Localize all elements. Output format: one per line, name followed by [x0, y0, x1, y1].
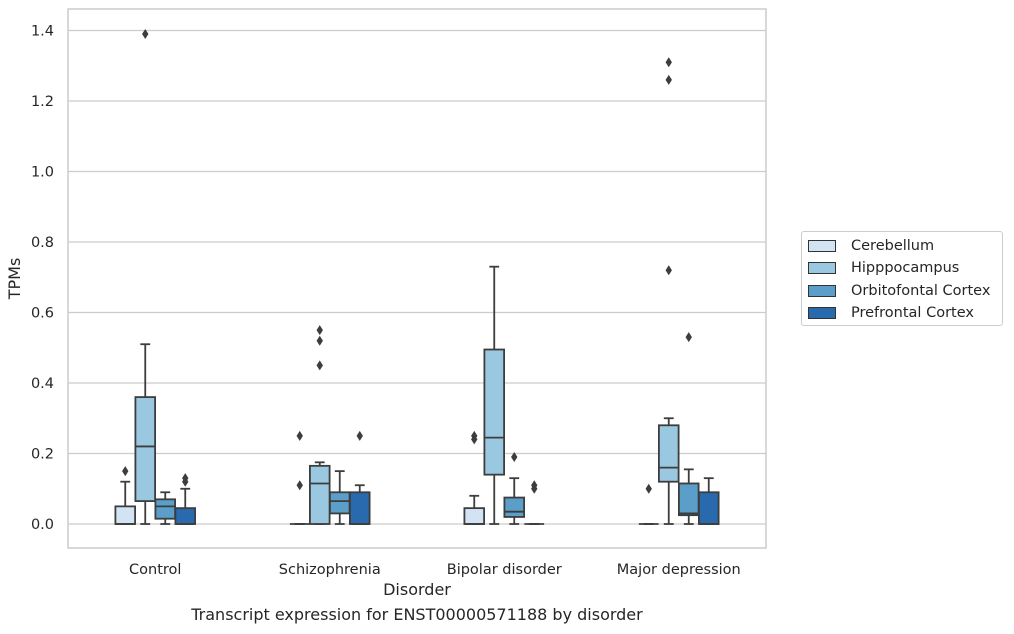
- y-tick-label: 1.0: [31, 165, 54, 181]
- box-body: [698, 491, 720, 525]
- outlier-point: [182, 473, 189, 484]
- box-body: [463, 507, 485, 525]
- box-body: [483, 348, 505, 476]
- outlier-point: [356, 430, 363, 441]
- y-tick-label: 1.2: [31, 94, 54, 110]
- legend-label: Cerebellum: [851, 238, 935, 254]
- box-0-2: [463, 430, 485, 525]
- box-1-0: [134, 29, 156, 525]
- outlier-point: [316, 325, 323, 336]
- legend-item-prefrontal: Prefrontal Cortex: [808, 303, 974, 323]
- y-tick-label: 1.4: [31, 24, 54, 40]
- box-2-3: [678, 332, 700, 525]
- box-3-3: [698, 477, 720, 525]
- box-0-0: [114, 466, 137, 525]
- legend-swatch: [808, 307, 836, 319]
- legend-item-hippocampus: Hipppocampus: [808, 258, 959, 278]
- outlier-point: [316, 335, 323, 346]
- legend-label: Prefrontal Cortex: [851, 305, 974, 321]
- box-2-0: [154, 491, 176, 525]
- box-body: [658, 424, 680, 483]
- box-3-2: [524, 480, 545, 525]
- outlier-point: [316, 360, 323, 371]
- x-axis-label: Disorder: [383, 580, 451, 599]
- outlier-point: [122, 466, 129, 477]
- box-body: [154, 498, 176, 520]
- outlier-point: [665, 265, 672, 276]
- figure-caption: Transcript expression for ENST0000057118…: [191, 605, 643, 624]
- box-body: [348, 491, 371, 525]
- outlier-point: [645, 483, 652, 494]
- y-tick-label: 0.0: [31, 517, 54, 533]
- box-3-0: [174, 473, 196, 525]
- legend-swatch: [808, 285, 836, 297]
- box-body: [114, 505, 137, 525]
- x-tick-label: Control: [129, 562, 181, 578]
- y-tick-label: 0.8: [31, 235, 54, 251]
- outlier-point: [511, 452, 518, 463]
- outlier-point: [296, 480, 303, 491]
- outlier-point: [471, 430, 478, 441]
- box-body: [678, 482, 700, 517]
- legend-label: Hipppocampus: [851, 260, 960, 276]
- y-tick-label: 0.2: [31, 447, 54, 463]
- outlier-point: [685, 332, 692, 343]
- box-2-1: [328, 470, 351, 525]
- outlier-point: [665, 74, 672, 85]
- box-1-1: [308, 325, 331, 525]
- outlier-point: [142, 29, 149, 40]
- box-body: [134, 396, 156, 502]
- legend-item-cerebellum: Cerebellum: [808, 236, 934, 256]
- legend: Cerebellum Hipppocampus Orbitofontal Cor…: [801, 231, 1003, 326]
- legend-swatch: [808, 240, 836, 252]
- plot-frame: [67, 8, 767, 549]
- box-body: [308, 464, 331, 525]
- legend-swatch: [808, 262, 836, 274]
- box-body: [174, 507, 196, 525]
- y-tick-label: 0.6: [31, 306, 54, 322]
- y-axis-label: TPMs: [5, 258, 24, 301]
- y-tick-label: 0.4: [31, 376, 54, 392]
- box-body: [503, 496, 525, 518]
- outlier-point: [665, 57, 672, 68]
- box-0-1: [289, 430, 310, 525]
- x-tick-label: Bipolar disorder: [447, 562, 562, 578]
- legend-item-orbitofrontal: Orbitofontal Cortex: [808, 281, 990, 301]
- outlier-point: [531, 480, 538, 491]
- box-2-2: [503, 452, 525, 525]
- box-3-1: [348, 430, 371, 525]
- x-tick-label: Major depression: [617, 562, 741, 578]
- box-1-2: [483, 265, 505, 525]
- legend-label: Orbitofontal Cortex: [851, 283, 991, 299]
- box-1-3: [658, 57, 680, 525]
- outlier-point: [296, 430, 303, 441]
- box-0-3: [638, 483, 659, 525]
- x-tick-label: Schizophrenia: [279, 562, 381, 578]
- box-body: [328, 491, 351, 515]
